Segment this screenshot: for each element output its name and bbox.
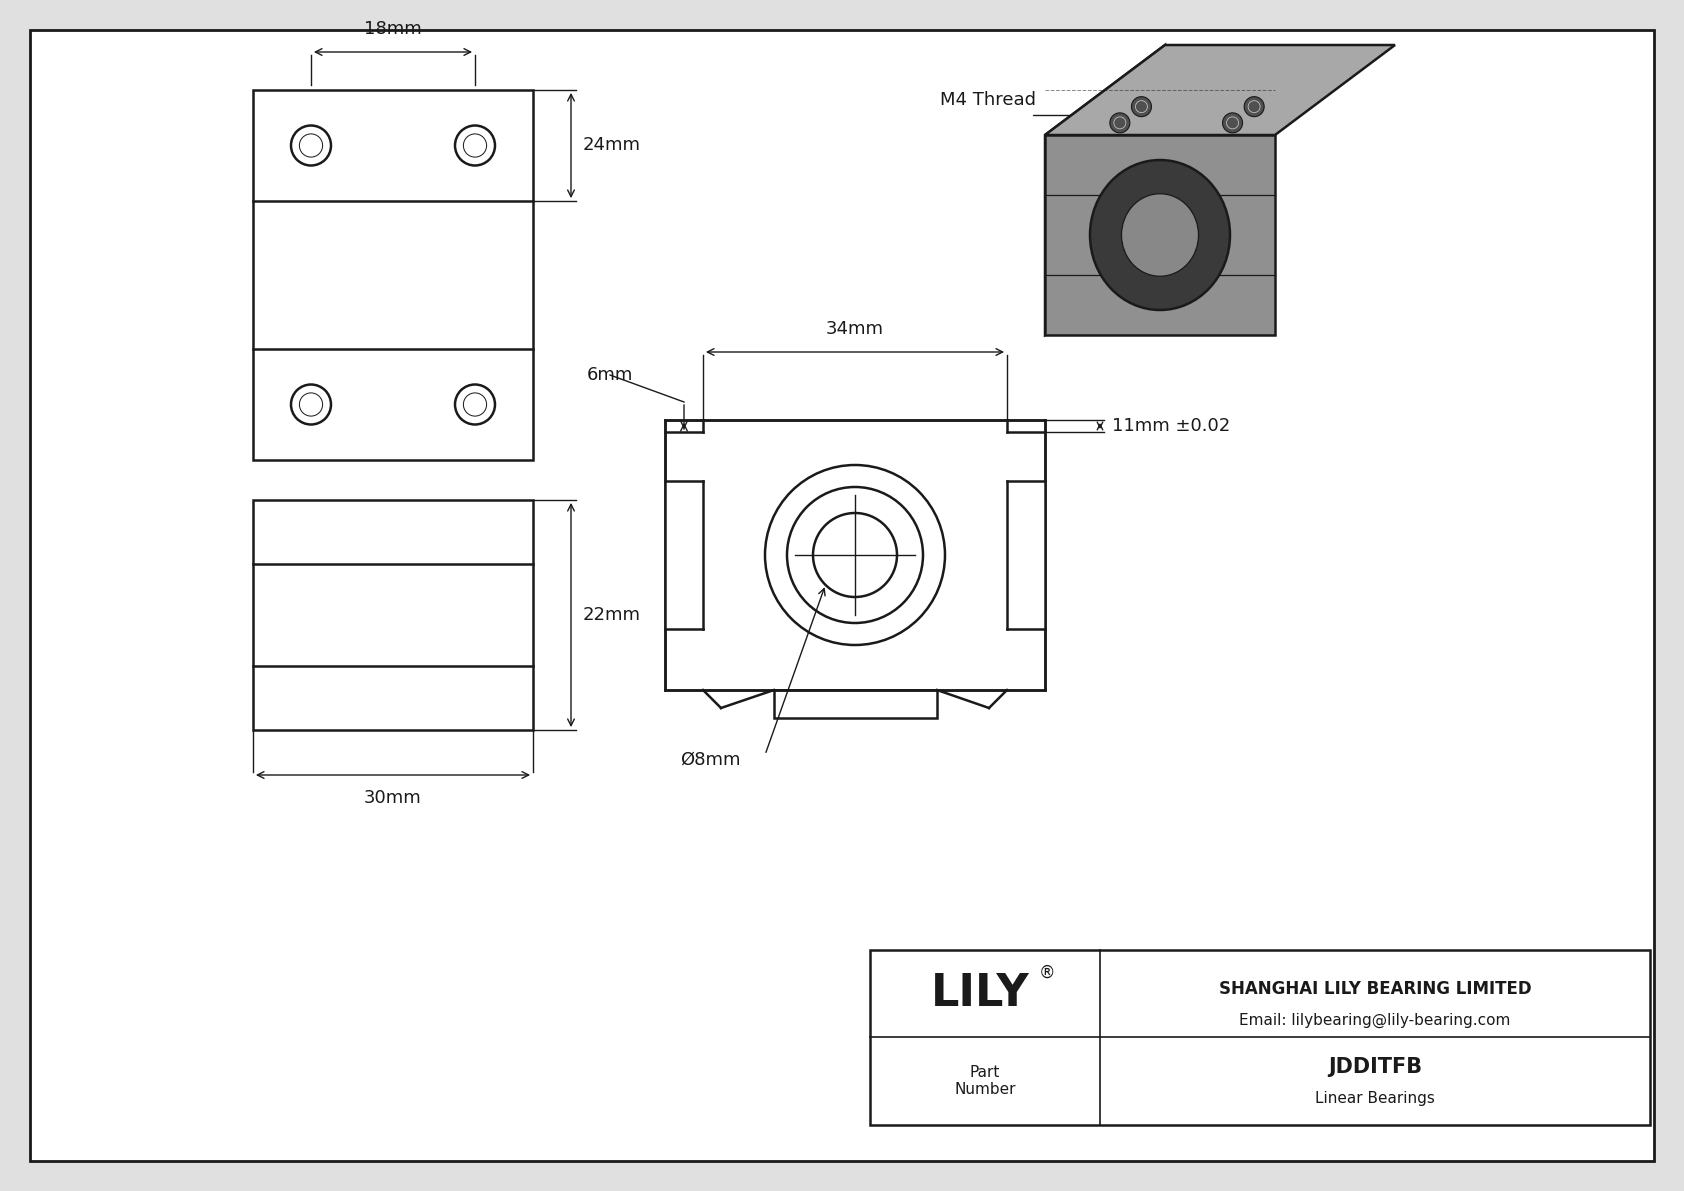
Text: SHANGHAI LILY BEARING LIMITED: SHANGHAI LILY BEARING LIMITED — [1219, 979, 1531, 998]
Text: LILY: LILY — [931, 972, 1029, 1015]
Bar — [665, 420, 1046, 690]
Text: 6mm: 6mm — [586, 366, 633, 384]
Circle shape — [1132, 96, 1152, 117]
Circle shape — [1110, 113, 1130, 133]
Text: 22mm: 22mm — [583, 606, 642, 624]
Polygon shape — [1046, 45, 1394, 135]
Text: Email: lilybearing@lily-bearing.com: Email: lilybearing@lily-bearing.com — [1239, 1012, 1511, 1028]
Bar — [775, 690, 936, 718]
Text: Part
Number: Part Number — [955, 1065, 1015, 1097]
Ellipse shape — [1090, 160, 1229, 310]
Polygon shape — [1046, 135, 1275, 335]
Bar — [1007, 481, 1046, 629]
Text: 34mm: 34mm — [825, 320, 884, 338]
Bar — [253, 500, 534, 730]
Bar — [871, 950, 1650, 1125]
Text: 18mm: 18mm — [364, 20, 423, 38]
Bar — [253, 91, 534, 460]
Circle shape — [1244, 96, 1265, 117]
Text: 11mm ±0.02: 11mm ±0.02 — [1111, 417, 1231, 435]
Circle shape — [1223, 113, 1243, 133]
Ellipse shape — [1122, 194, 1199, 276]
Text: Linear Bearings: Linear Bearings — [1315, 1091, 1435, 1106]
Text: JDDITFB: JDDITFB — [1329, 1058, 1421, 1077]
Text: 24mm: 24mm — [583, 137, 642, 155]
Text: ®: ® — [1039, 964, 1056, 983]
Text: Ø8mm: Ø8mm — [680, 752, 741, 769]
Bar — [665, 481, 702, 629]
Polygon shape — [1046, 45, 1165, 335]
Text: 30mm: 30mm — [364, 788, 423, 807]
Text: M4 Thread: M4 Thread — [940, 91, 1036, 110]
